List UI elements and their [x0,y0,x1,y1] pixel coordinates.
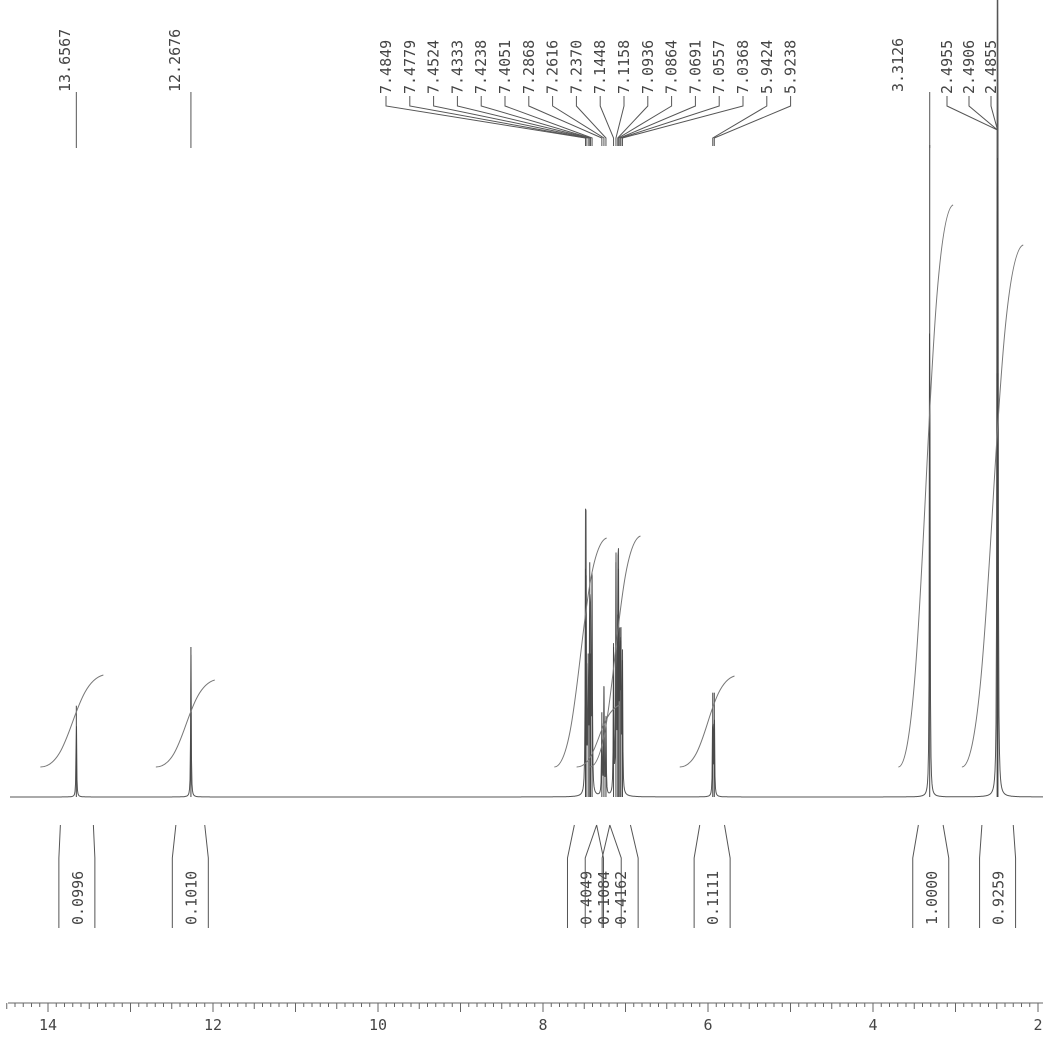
peak-label: 7.4238 [472,40,490,94]
x-axis-tick-label: 8 [538,1016,547,1034]
integral-value: 0.1010 [182,871,200,925]
peak-label-leader [712,96,768,146]
integral-value: 0.1084 [595,871,613,925]
peak-label-leader [433,96,589,146]
peak-label: 7.4779 [401,40,419,94]
peak-label: 7.2868 [520,40,538,94]
peak-label-leader [620,96,720,146]
integral-curve [961,244,1024,768]
peak-label: 7.0936 [639,40,657,94]
peak-label-leader [385,96,586,146]
peak-label: 7.4849 [377,40,395,94]
integral-curve [576,704,621,768]
integral-bracket [693,824,731,928]
peak-label: 7.0691 [686,40,704,94]
integral-bracket [566,824,604,928]
integral-bracket [584,824,622,928]
peak-label: 7.1158 [615,40,633,94]
peak-label-leader [617,96,673,146]
integral-value: 0.1111 [704,871,722,925]
peak-label-leader [617,96,649,146]
x-axis-tick-label: 6 [703,1016,712,1034]
integral-value: 0.9259 [990,871,1008,925]
peak-label: 7.0557 [710,40,728,94]
integral-bracket [601,824,639,928]
integral-value: 1.0000 [923,871,941,925]
integral-bracket [171,824,209,928]
integral-value: 0.4049 [577,871,595,925]
integral-curve [554,537,607,768]
peak-label-leader [504,96,593,146]
peak-label: 2.4855 [982,40,1000,94]
peak-label: 7.4524 [425,40,443,94]
integral-bracket [912,824,950,928]
x-axis-tick-label: 10 [369,1016,387,1034]
integral-curve [40,674,104,768]
peak-label: 13.6567 [56,29,74,92]
integral-bracket [979,824,1017,928]
integral-bracket [58,824,96,928]
peak-label-leader [409,96,587,146]
peak-label: 7.4333 [448,40,466,94]
peak-label-leader [456,96,591,146]
peak-label: 7.2370 [567,40,585,94]
integral-value: 0.4162 [612,871,630,925]
peak-label: 7.2616 [544,40,562,94]
peak-label-leader [946,96,999,146]
peak-label-leader [528,96,603,146]
peak-label-leader [713,96,792,146]
peak-label-leader [968,96,999,146]
peak-label: 2.4955 [938,40,956,94]
peak-label: 7.4051 [496,40,514,94]
peak-label-leader [615,96,625,146]
x-axis-tick-label: 2 [1033,1016,1042,1034]
integral-curve [589,535,641,768]
peak-label-leader [619,96,696,146]
peak-label-leader [480,96,592,146]
integral-curve [897,204,954,768]
x-axis-tick-label: 12 [204,1016,222,1034]
peak-label: 7.0368 [734,40,752,94]
x-axis-tick-label: 14 [39,1016,57,1034]
peak-label: 7.0864 [663,40,681,94]
integral-curve [679,675,735,768]
peak-label-leader [990,96,999,146]
peak-label: 2.4906 [960,40,978,94]
peak-label-leader [599,96,615,146]
peak-label: 3.3126 [889,38,907,92]
peak-label: 5.9238 [782,40,800,94]
integral-value: 0.0996 [69,871,87,925]
x-axis-tick-label: 4 [868,1016,877,1034]
spectrum-trace [10,0,1043,798]
peak-label-leader [575,96,607,146]
peak-label-leader [621,96,744,146]
peak-label-leader [552,96,605,146]
integral-curve [155,679,215,768]
peak-label: 5.9424 [758,40,776,94]
peak-label: 7.1448 [591,40,609,94]
peak-label: 12.2676 [166,29,184,92]
